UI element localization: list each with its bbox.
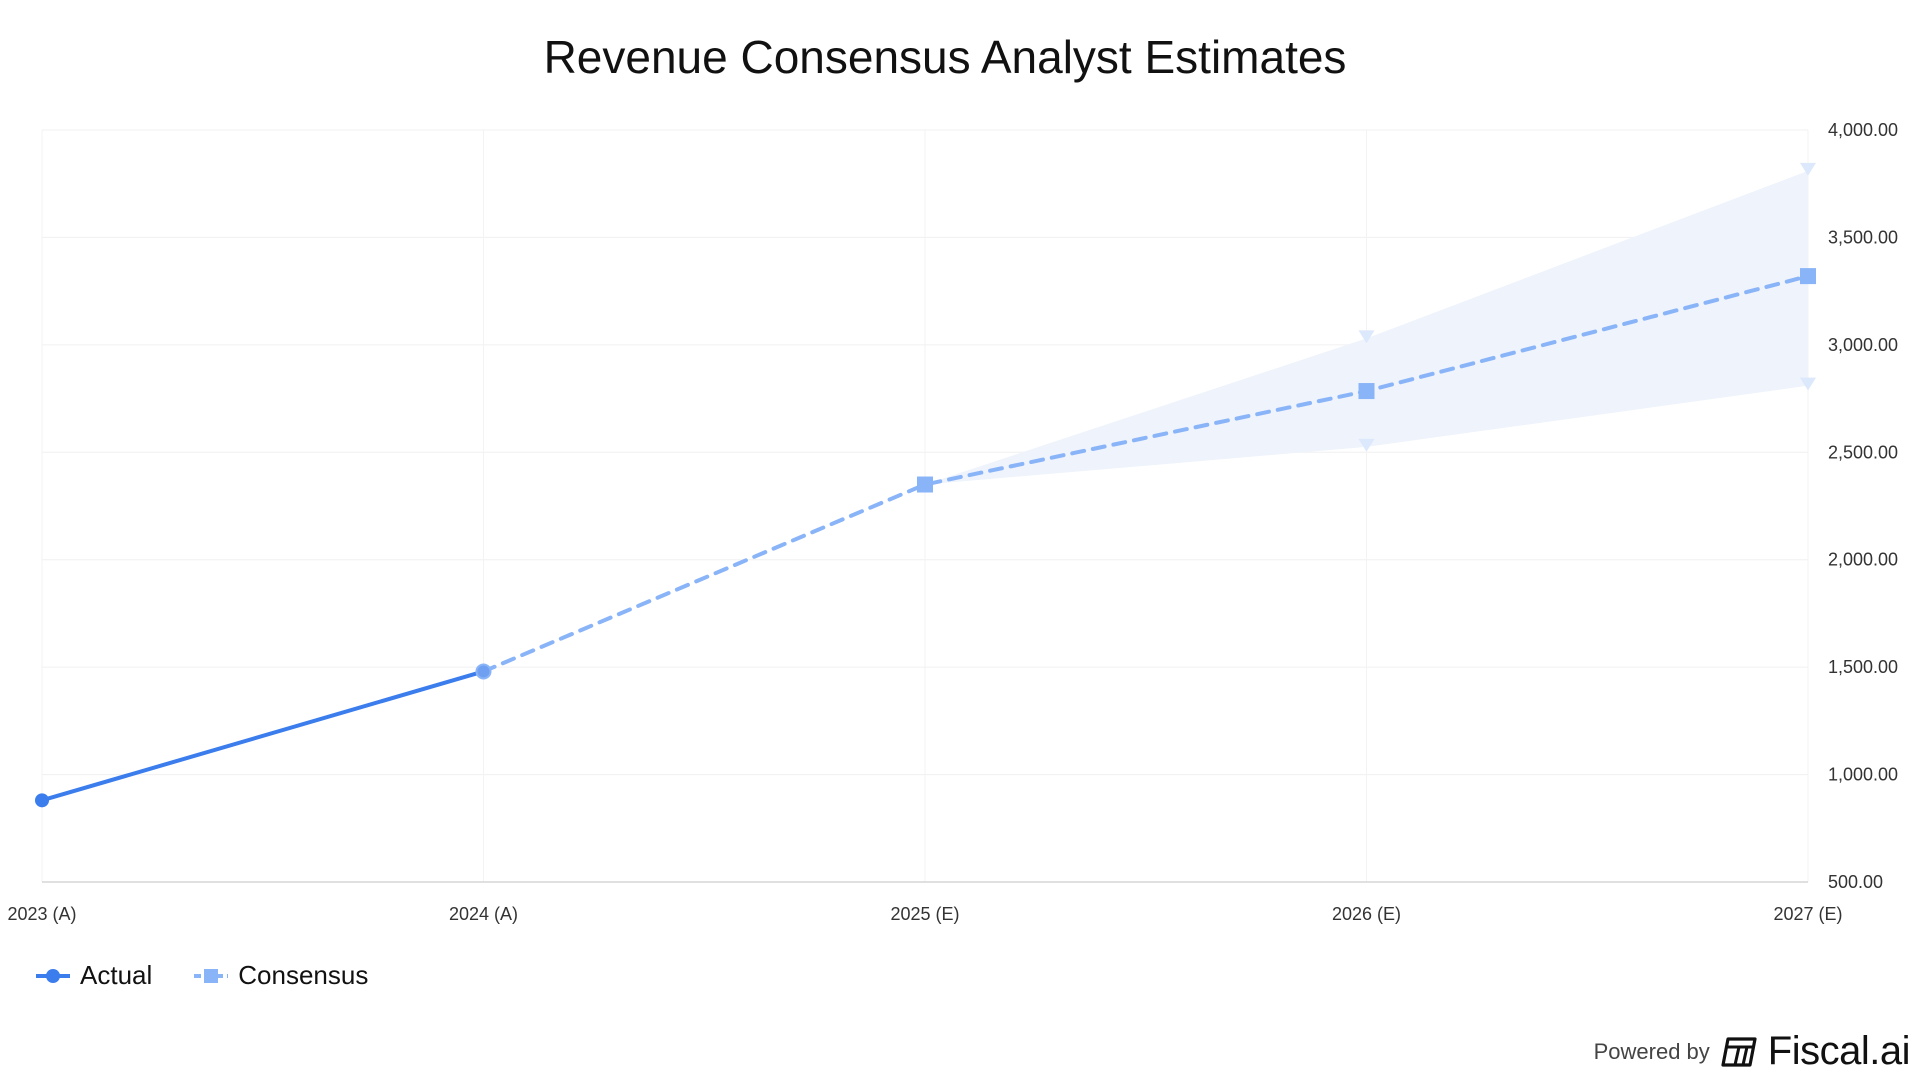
consensus-point [1800,268,1816,285]
y-tick-label: 3,000.00 [1828,335,1898,355]
x-tick-label: 2023 (A) [7,904,76,924]
series-lines [40,274,1810,803]
legend-actual-symbol [36,968,70,983]
y-tick-label: 3,500.00 [1828,227,1898,247]
legend-item-actual[interactable]: Actual [36,960,152,991]
range-low-marker [1800,377,1816,391]
transition-point [475,663,492,680]
y-tick-label: 1,000.00 [1828,765,1898,785]
x-tick-label: 2025 (E) [890,904,959,924]
series-line-actual [40,669,486,803]
x-tick-label: 2024 (A) [449,904,518,924]
chart-title: Revenue Consensus Analyst Estimates [543,31,1347,83]
x-tick-label: 2027 (E) [1773,904,1842,924]
legend-label-actual: Actual [80,960,153,990]
y-tick-label: 1,500.00 [1828,657,1898,677]
brand-name: Fiscal.ai [1767,1029,1911,1073]
y-tick-label: 4,000.00 [1828,120,1898,140]
powered-by-text: Powered by [1593,1038,1710,1064]
series-markers [35,162,1816,808]
y-tick-label: 2,500.00 [1828,442,1898,462]
powered-by-branding[interactable]: Powered by Fiscal.ai [1593,1029,1911,1074]
grid-layer [41,129,1809,882]
x-tick-label: 2026 (E) [1332,904,1401,924]
series-line-consensus [481,274,1810,674]
range-high-marker [1358,330,1375,344]
y-tick-label: 2,000.00 [1828,550,1898,570]
consensus-point [917,476,933,493]
range-low-marker [1358,438,1375,452]
y-tick-label: 500.00 [1828,872,1883,892]
legend-label-consensus: Consensus [238,960,369,990]
axis-layer: 4,000.00 3,500.00 3,000.00 2,500.00 2,000.00… [7,120,1898,924]
consensus-point [1358,383,1375,400]
estimate-range-band [925,170,1808,485]
legend-consensus-symbol [194,968,229,983]
estimate-range-area [925,170,1808,485]
fiscal-logo-icon [1721,1036,1757,1067]
actual-point [35,793,49,808]
legend: Actual Consensus [36,960,368,991]
range-high-marker [1800,162,1816,176]
legend-item-consensus[interactable]: Consensus [194,960,368,991]
